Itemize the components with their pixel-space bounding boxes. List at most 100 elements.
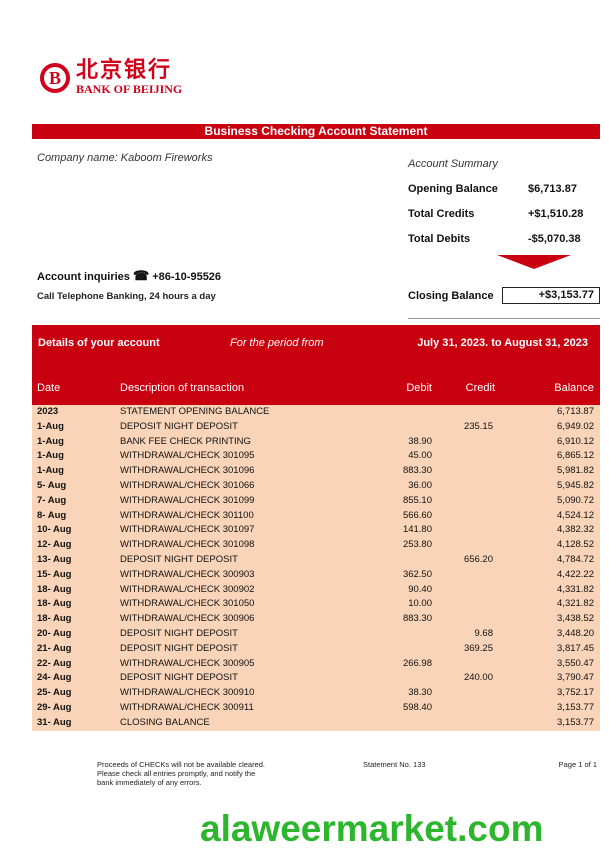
- cell-description: WITHDRAWAL/CHECK 300906: [120, 613, 255, 625]
- cell-date: 12- Aug: [37, 539, 72, 551]
- cell-date: 18- Aug: [37, 613, 72, 625]
- cell-description: WITHDRAWAL/CHECK 300910: [120, 687, 255, 699]
- cell-balance: 4,321.82: [557, 598, 594, 610]
- cell-credit: 369.25: [463, 642, 493, 654]
- total-credits-value: +$1,510.28: [528, 208, 584, 220]
- cell-description: DEPOSIT NIGHT DEPOSIT: [120, 672, 238, 684]
- closing-balance-label: Closing Balance: [408, 290, 494, 302]
- cell-description: WITHDRAWAL/CHECK 301066: [120, 479, 255, 491]
- table-row: 13- Aug DEPOSIT NIGHT DEPOSIT 656.20 4,784.…: [32, 553, 600, 568]
- cell-debit: 266.98: [402, 657, 432, 669]
- col-balance: Balance: [554, 382, 594, 394]
- account-inquiries: Account inquiries ☎ +86-10-95526: [37, 268, 221, 284]
- cell-description: WITHDRAWAL/CHECK 301099: [120, 494, 255, 506]
- cell-date: 1-Aug: [37, 420, 64, 432]
- cell-description: DEPOSIT NIGHT DEPOSIT: [120, 420, 238, 432]
- table-row: 1-Aug DEPOSIT NIGHT DEPOSIT 235.15 6,949.02: [32, 420, 600, 435]
- cell-debit: 855.10: [402, 494, 432, 506]
- col-description: Description of transaction: [120, 382, 245, 394]
- total-debits-value: -$5,070.38: [528, 233, 581, 245]
- table-row: 10- Aug WITHDRAWAL/CHECK 301097 141.80 4,38…: [32, 523, 600, 538]
- col-debit: Debit: [406, 382, 432, 394]
- cell-date: 24- Aug: [37, 672, 72, 684]
- cell-description: DEPOSIT NIGHT DEPOSIT: [120, 627, 238, 639]
- table-row: 1-Aug WITHDRAWAL/CHECK 301095 45.00 6,865.1…: [32, 449, 600, 464]
- divider: [408, 318, 600, 319]
- inquiries-label: Account inquiries: [37, 271, 130, 283]
- col-date: Date: [37, 382, 61, 394]
- cell-debit: 141.80: [402, 524, 432, 536]
- cell-date: 18- Aug: [37, 598, 72, 610]
- statement-number: Statement No. 133: [363, 760, 426, 769]
- details-heading: Details of your account: [38, 337, 160, 349]
- cell-date: 5- Aug: [37, 479, 67, 491]
- table-row: 31- Aug CLOSING BALANCE 3,153.77: [32, 716, 600, 731]
- cell-balance: 3,550.47: [557, 657, 594, 669]
- cell-balance: 3,790.47: [557, 672, 594, 684]
- cell-debit: 90.40: [408, 583, 432, 595]
- table-row: 24- Aug DEPOSIT NIGHT DEPOSIT 240.00 3,790.…: [32, 671, 600, 686]
- cell-date: 18- Aug: [37, 583, 72, 595]
- cell-balance: 5,945.82: [557, 479, 594, 491]
- table-row: 2023 STATEMENT OPENING BALANCE 6,713.87: [32, 405, 600, 420]
- company-name: Company name: Kaboom Fireworks: [37, 152, 213, 164]
- cell-debit: 566.60: [402, 509, 432, 521]
- cell-description: BANK FEE CHECK PRINTING: [120, 435, 251, 447]
- table-row: 18- Aug WITHDRAWAL/CHECK 300902 90.40 4,331…: [32, 583, 600, 598]
- table-row: 20- Aug DEPOSIT NIGHT DEPOSIT 9.68 3,448.20: [32, 627, 600, 642]
- statement-title: Business Checking Account Statement: [32, 124, 600, 139]
- cell-description: STATEMENT OPENING BALANCE: [120, 406, 270, 417]
- cell-date: 13- Aug: [37, 553, 72, 565]
- cell-date: 1-Aug: [37, 465, 64, 477]
- cell-description: DEPOSIT NIGHT DEPOSIT: [120, 642, 238, 654]
- telephone-banking-note: Call Telephone Banking, 24 hours a day: [37, 291, 216, 302]
- footer-notice: Proceeds of CHECKs will not be available…: [97, 760, 265, 787]
- cell-credit: 240.00: [463, 672, 493, 684]
- page-number: Page 1 of 1: [558, 760, 597, 769]
- bank-logo: B 北京银行 BANK OF BEIJING: [40, 58, 182, 97]
- cell-date: 2023: [37, 406, 59, 417]
- cell-debit: 883.30: [402, 465, 432, 477]
- cell-description: WITHDRAWAL/CHECK 301100: [120, 509, 254, 521]
- table-row: 25- Aug WITHDRAWAL/CHECK 300910 38.30 3,752…: [32, 686, 600, 701]
- cell-balance: 4,784.72: [557, 553, 594, 565]
- cell-description: WITHDRAWAL/CHECK 300902: [120, 583, 255, 595]
- cell-date: 20- Aug: [37, 627, 72, 639]
- cell-debit: 253.80: [402, 539, 432, 551]
- cell-balance: 4,524.12: [557, 509, 594, 521]
- total-credits-label: Total Credits: [408, 208, 475, 220]
- account-summary-heading: Account Summary: [408, 158, 498, 170]
- period-range: July 31, 2023. to August 31, 2023: [417, 337, 588, 349]
- transactions-table: 2023 STATEMENT OPENING BALANCE 6,713.87 1-A…: [32, 405, 600, 731]
- closing-balance-value: +$3,153.77: [502, 287, 600, 304]
- cell-description: DEPOSIT NIGHT DEPOSIT: [120, 553, 238, 565]
- cell-credit: 235.15: [463, 420, 493, 432]
- cell-description: WITHDRAWAL/CHECK 301050: [120, 598, 255, 610]
- opening-balance-value: $6,713.87: [528, 183, 577, 195]
- cell-credit: 656.20: [463, 553, 493, 565]
- cell-debit: 36.00: [408, 479, 432, 491]
- cell-date: 15- Aug: [37, 568, 72, 580]
- cell-description: WITHDRAWAL/CHECK 301095: [120, 450, 255, 462]
- cell-date: 7- Aug: [37, 494, 67, 506]
- cell-date: 1-Aug: [37, 450, 64, 462]
- cell-balance: 6,713.87: [557, 406, 594, 417]
- cell-balance: 6,910.12: [557, 435, 594, 447]
- table-row: 18- Aug WITHDRAWAL/CHECK 301050 10.00 4,321…: [32, 597, 600, 612]
- cell-balance: 4,331.82: [557, 583, 594, 595]
- cell-date: 10- Aug: [37, 524, 72, 536]
- cell-description: WITHDRAWAL/CHECK 301096: [120, 465, 255, 477]
- table-row: 18- Aug WITHDRAWAL/CHECK 300906 883.30 3,43…: [32, 612, 600, 627]
- cell-description: CLOSING BALANCE: [120, 716, 210, 728]
- cell-description: WITHDRAWAL/CHECK 301097: [120, 524, 255, 536]
- cell-balance: 3,817.45: [557, 642, 594, 654]
- cell-balance: 6,949.02: [557, 420, 594, 432]
- table-row: 1-Aug WITHDRAWAL/CHECK 301096 883.30 5,981.…: [32, 464, 600, 479]
- cell-balance: 4,382.32: [557, 524, 594, 536]
- cell-date: 31- Aug: [37, 716, 72, 728]
- cell-balance: 4,128.52: [557, 539, 594, 551]
- table-row: 29- Aug WITHDRAWAL/CHECK 300911 598.40 3,15…: [32, 701, 600, 716]
- cell-date: 1-Aug: [37, 435, 64, 447]
- cell-debit: 883.30: [402, 613, 432, 625]
- cell-balance: 3,438.52: [557, 613, 594, 625]
